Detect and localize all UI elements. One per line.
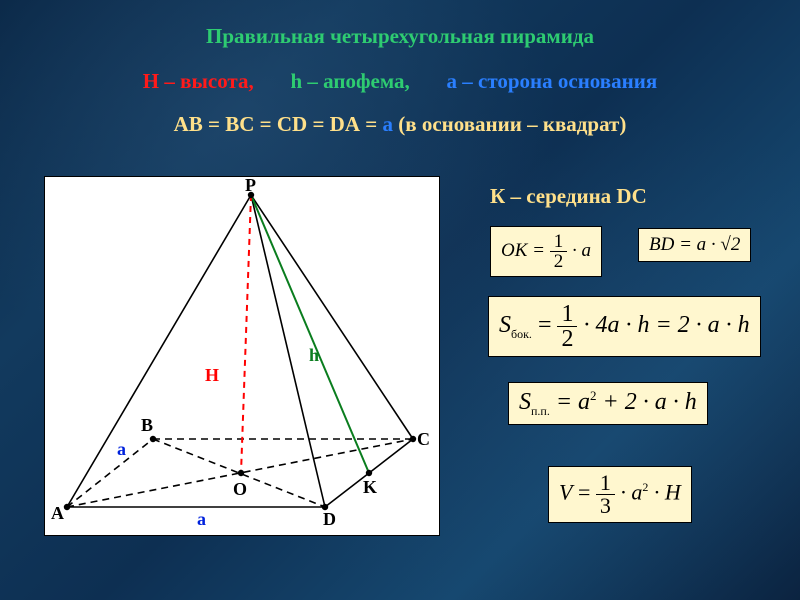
diagram-label: h — [309, 345, 319, 366]
diagram-label: D — [323, 509, 336, 530]
sf-tail: + 2 · a · h — [597, 389, 697, 415]
v-den: 3 — [596, 495, 615, 517]
diagram-label: P — [245, 175, 256, 196]
formula-ok: OK = 12 · a — [490, 226, 602, 277]
ss-den: 2 — [557, 327, 577, 351]
diagram-label: A — [51, 503, 64, 524]
legend-row: H – высота, h – апофема, а – сторона осн… — [0, 69, 800, 94]
ss-mid: · 4a · h = 2 · a · h — [583, 312, 749, 338]
diagram-label: a — [197, 509, 206, 530]
ss-sub: бок. — [511, 327, 532, 341]
ss-num: 1 — [557, 302, 577, 327]
v-num: 1 — [596, 472, 615, 495]
diagram-label: B — [141, 415, 153, 436]
base-equation: АВ = ВС = СD = DА = а (в основании – ква… — [0, 112, 800, 137]
diagram-label: C — [417, 429, 430, 450]
sf-rhs: = a — [556, 389, 590, 415]
diagram-label: H — [205, 365, 219, 386]
legend-apothem: h – апофема, — [290, 69, 409, 93]
page-title: Правильная четырехугольная пирамида — [0, 0, 800, 49]
ok-num: 1 — [550, 232, 568, 252]
eq-part-a: а — [382, 112, 393, 136]
ok-lhs: OK = — [501, 240, 545, 261]
k-midpoint-note: К – середина DС — [490, 184, 647, 209]
formula-bd: BD = a · √2 — [638, 228, 751, 262]
bd-text: BD = a · √2 — [649, 234, 740, 255]
diagram-label: K — [363, 477, 377, 498]
v-tail: · H — [648, 480, 680, 505]
ok-den: 2 — [550, 252, 568, 271]
formula-s-full: Sп.п. = a2 + 2 · a · h — [508, 382, 708, 425]
eq-part-1: АВ = ВС = СD = DА = — [174, 112, 383, 136]
formula-volume: V = 13 · a2 · H — [548, 466, 692, 523]
legend-base-side: а – сторона основания — [447, 69, 658, 93]
diagram-label: a — [117, 439, 126, 460]
legend-height: H – высота, — [143, 69, 254, 93]
sf-sub: п.п. — [531, 404, 550, 418]
diagram-label: O — [233, 479, 247, 500]
ok-tail: · a — [572, 240, 591, 261]
eq-part-2: (в основании – квадрат) — [393, 112, 626, 136]
pyramid-diagram: P A B C D O K Hh a a — [44, 176, 440, 536]
v-mid: · a — [620, 480, 642, 505]
formula-s-lateral: Sбок. = 12 · 4a · h = 2 · a · h — [488, 296, 761, 357]
